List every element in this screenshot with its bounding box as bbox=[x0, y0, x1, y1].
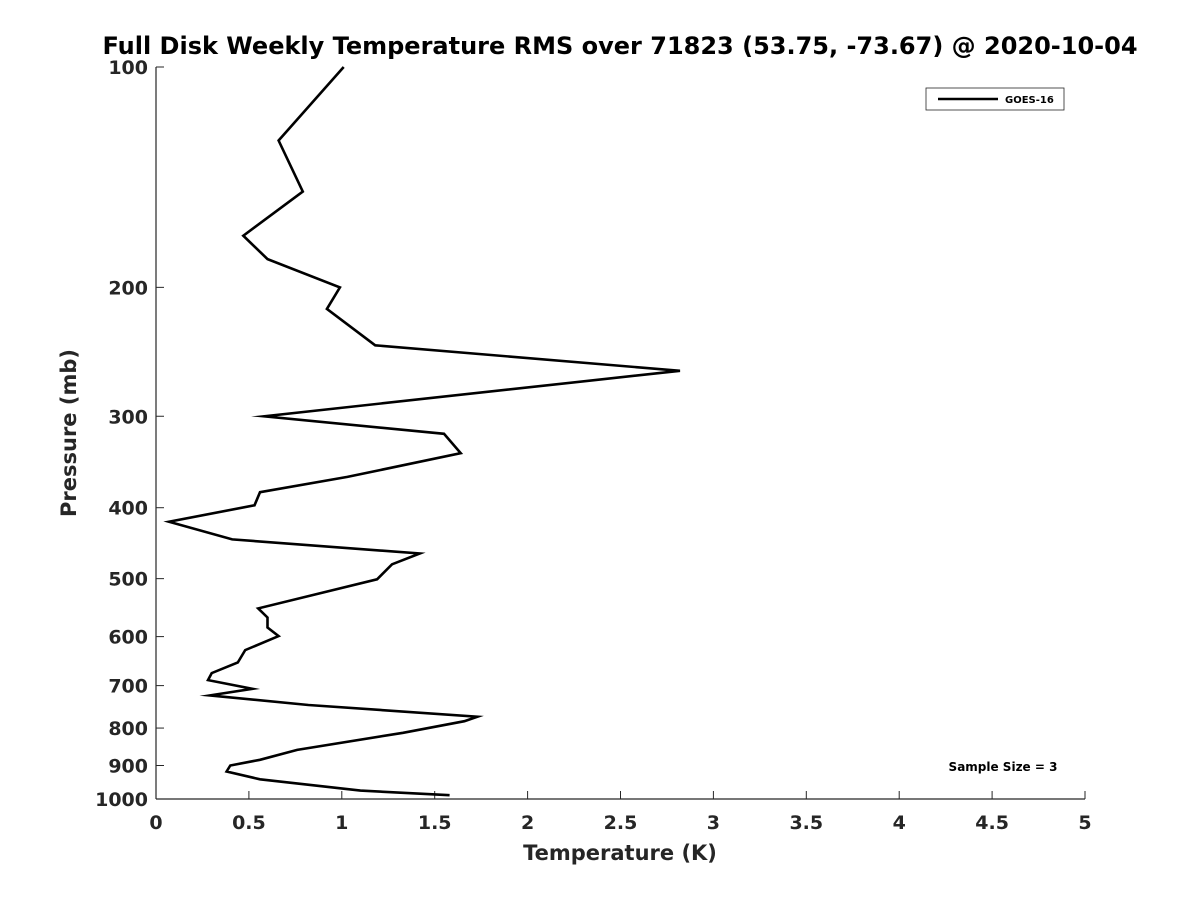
chart-title: Full Disk Weekly Temperature RMS over 71… bbox=[102, 32, 1137, 60]
legend: GOES-16 bbox=[925, 87, 1065, 111]
x-tick-label: 0.5 bbox=[232, 812, 266, 834]
x-axis-ticks: 0 0.5 1 1.5 2 2.5 3 3.5 4 4.5 5 bbox=[149, 791, 1092, 834]
y-tick-label: 300 bbox=[108, 406, 148, 428]
x-tick-label: 2 bbox=[521, 812, 534, 834]
x-tick-label: 5 bbox=[1078, 812, 1091, 834]
y-tick-label: 600 bbox=[108, 627, 148, 649]
y-tick-label: 400 bbox=[108, 498, 148, 520]
x-tick-label: 4 bbox=[893, 812, 906, 834]
plot-area: 0 0.5 1 1.5 2 2.5 3 3.5 4 4.5 5 100 200 300 400 500 600… bbox=[95, 57, 1092, 834]
x-axis-label: Temperature (K) bbox=[523, 841, 717, 865]
x-tick-label: 3 bbox=[707, 812, 720, 834]
legend-label-goes-16: GOES-16 bbox=[1005, 95, 1054, 106]
x-tick-label: 4.5 bbox=[975, 812, 1009, 834]
y-tick-label: 100 bbox=[108, 57, 148, 79]
x-tick-label: 2.5 bbox=[604, 812, 638, 834]
y-tick-label: 500 bbox=[108, 569, 148, 591]
y-tick-label: 800 bbox=[108, 718, 148, 740]
y-axis-ticks: 100 200 300 400 500 600 700 800 900 1000 bbox=[95, 57, 164, 811]
series-layer bbox=[163, 66, 681, 797]
y-tick-label: 700 bbox=[108, 676, 148, 698]
x-tick-label: 1 bbox=[335, 812, 348, 834]
x-tick-label: 3.5 bbox=[789, 812, 823, 834]
sample-size-annotation: Sample Size = 3 bbox=[949, 760, 1058, 774]
y-tick-label: 1000 bbox=[95, 789, 148, 811]
y-tick-label: 900 bbox=[108, 756, 148, 778]
x-tick-label: 0 bbox=[149, 812, 162, 834]
series-line-goes-16 bbox=[163, 66, 681, 797]
y-axis-label: Pressure (mb) bbox=[57, 349, 81, 517]
y-tick-label: 200 bbox=[108, 277, 148, 299]
x-tick-label: 1.5 bbox=[418, 812, 452, 834]
